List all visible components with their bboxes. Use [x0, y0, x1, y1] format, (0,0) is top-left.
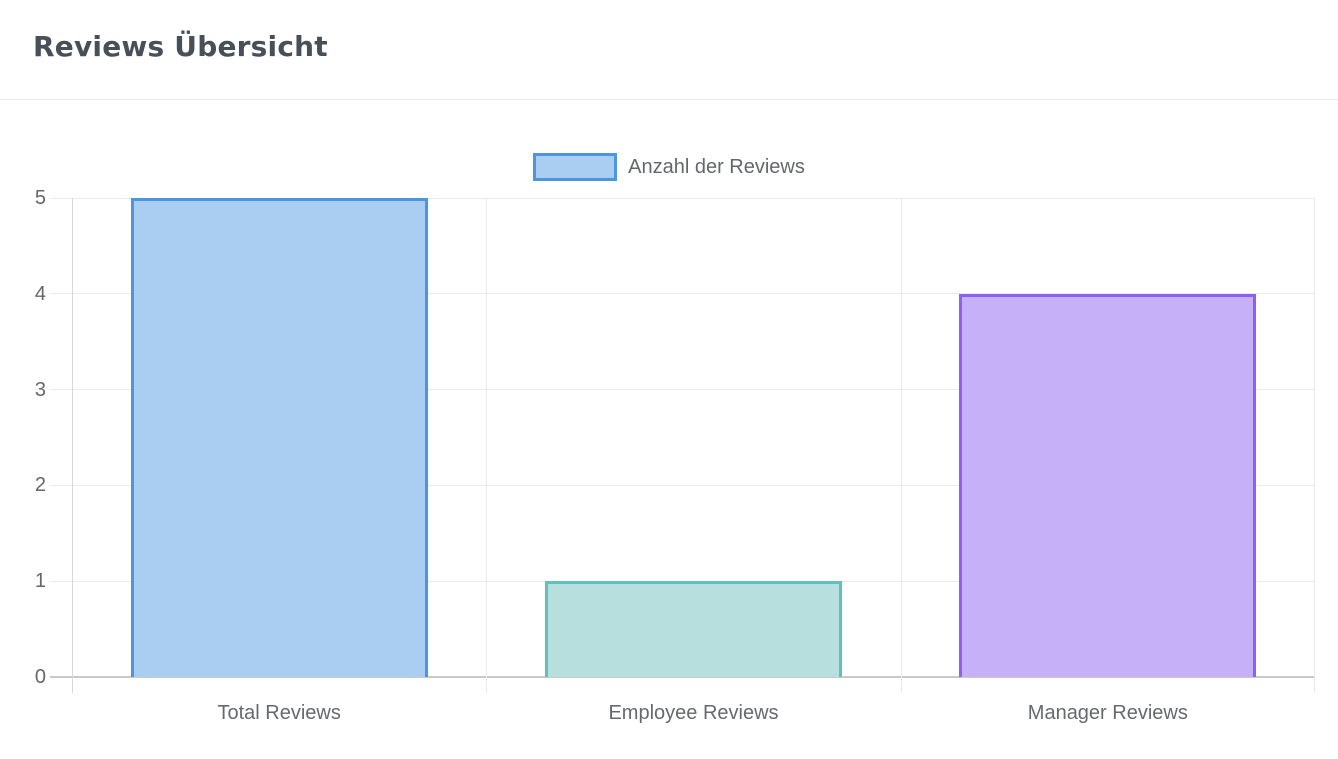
chart-legend[interactable]: Anzahl der Reviews — [0, 153, 1338, 181]
bar-total-reviews[interactable] — [130, 198, 428, 677]
x-gridline — [900, 198, 902, 693]
y-gridline — [50, 389, 1315, 391]
bar-employee-reviews[interactable] — [545, 581, 842, 677]
y-axis-tick-label: 0 — [34, 666, 46, 688]
plot-area: 0 1 2 3 4 5 Total Reviews Employee Reviews Manag… — [35, 187, 1315, 724]
x-gridline — [1314, 198, 1315, 693]
y-axis-tick-label: 3 — [34, 378, 46, 401]
x-axis-label-total-reviews: Total Reviews — [217, 702, 341, 724]
y-gridline — [50, 197, 1315, 199]
x-axis-label-employee-reviews: Employee Reviews — [608, 702, 779, 724]
legend-label: Anzahl der Reviews — [628, 155, 805, 178]
y-axis-line — [72, 198, 73, 693]
page-header: Reviews Übersicht — [0, 0, 1338, 100]
bar-manager-reviews[interactable] — [959, 293, 1257, 677]
x-axis-line — [50, 676, 1315, 678]
y-axis-tick-label: 1 — [34, 570, 46, 593]
y-axis-tick-label: 5 — [34, 187, 46, 209]
legend-swatch — [533, 153, 618, 181]
x-gridline — [486, 198, 488, 693]
y-axis-tick-label: 4 — [34, 282, 46, 305]
y-gridline — [50, 484, 1315, 486]
x-axis-label-manager-reviews: Manager Reviews — [1027, 702, 1188, 724]
y-gridline — [50, 293, 1315, 295]
page-title: Reviews Übersicht — [33, 30, 328, 63]
y-axis-tick-label: 2 — [34, 474, 46, 497]
reviews-bar-chart: Anzahl der Reviews 0 1 2 3 4 5 Total Reviews Em… — [0, 100, 1338, 759]
